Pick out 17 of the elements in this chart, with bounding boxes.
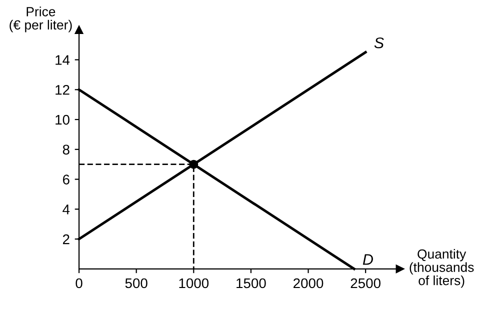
x-tick-label: 0 [76,278,82,288]
x-tick-label: 2500 [350,278,380,288]
x-tick-label: 1000 [179,278,209,288]
annotation: S [374,37,384,48]
y-tick-label: 4 [62,204,70,214]
x-tick-label: 2000 [294,278,324,288]
y-tick-label: 8 [62,144,70,155]
x-tick-label: 500 [125,278,148,288]
y-tick-label: 14 [56,55,70,65]
x-tick-label: 1500 [236,278,266,288]
y-tick-label: 6 [62,174,70,184]
annotation: D [362,254,373,265]
y-tick-label: 12 [56,84,70,95]
x-axis-title: Quantity (thousands of liters) [410,249,474,288]
y-axis-title: Price (€ per liter) [10,6,72,32]
y-tick-label: 2 [62,234,70,244]
y-tick-label: 10 [56,114,70,125]
